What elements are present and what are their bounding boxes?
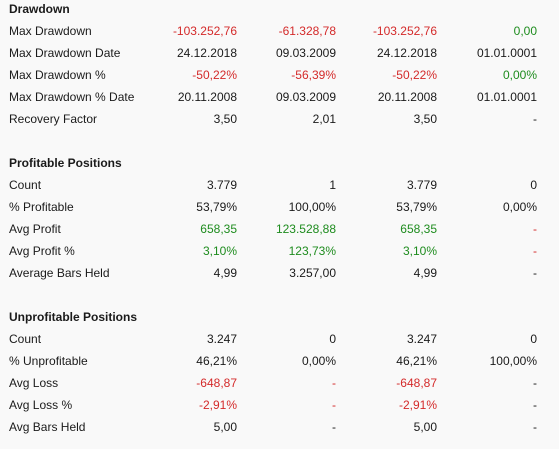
cell-value: 3.257,00 <box>289 266 336 280</box>
row-label: Avg Loss <box>9 376 59 390</box>
cell-value: - <box>533 376 537 390</box>
cell-value: 01.01.0001 <box>476 90 537 104</box>
cell-value: -648,87 <box>396 376 437 390</box>
cell-value: 100,00% <box>288 200 336 214</box>
cell-value: 123,73% <box>288 244 336 258</box>
section-title: Unprofitable Positions <box>9 310 138 324</box>
cell-value: 53,79% <box>196 200 237 214</box>
cell-value: 46,21% <box>396 354 437 368</box>
cell-value: 0,00% <box>301 354 336 368</box>
row-label: % Unprofitable <box>9 354 88 368</box>
cell-value: 3,50 <box>413 112 437 126</box>
cell-value: 0 <box>530 178 537 192</box>
cell-value: 09.03.2009 <box>275 46 336 60</box>
cell-value: 4,99 <box>413 266 437 280</box>
cell-value: 0,00% <box>502 200 537 214</box>
row-label: Avg Bars Held <box>9 420 86 434</box>
cell-value: -103.252,76 <box>372 24 437 38</box>
section-title: Drawdown <box>9 2 70 16</box>
row-label: Recovery Factor <box>9 112 98 126</box>
cell-value: -2,91% <box>198 398 237 412</box>
row-label: Avg Profit % <box>9 244 75 258</box>
cell-value: 5,00 <box>213 420 237 434</box>
cell-value: 4,99 <box>213 266 237 280</box>
cell-value: 46,21% <box>196 354 237 368</box>
cell-value: 3.779 <box>206 178 237 192</box>
cell-value: 2,01 <box>312 112 336 126</box>
row-label: Avg Profit <box>9 222 61 236</box>
row-label: Max Drawdown % Date <box>9 90 135 104</box>
cell-value: 20.11.2008 <box>177 90 237 104</box>
cell-value: - <box>332 420 336 434</box>
cell-value: - <box>332 398 336 412</box>
cell-value: 658,35 <box>200 222 237 236</box>
cell-value: 3,10% <box>202 244 237 258</box>
cell-value: -50,22% <box>192 68 237 82</box>
cell-value: 658,35 <box>400 222 437 236</box>
row-label: Avg Loss % <box>9 398 73 412</box>
cell-value: 20.11.2008 <box>377 90 437 104</box>
cell-value: 53,79% <box>396 200 437 214</box>
cell-value: 0 <box>329 332 336 346</box>
cell-value: -648,87 <box>196 376 237 390</box>
cell-value: 3,10% <box>402 244 437 258</box>
cell-value: 3.247 <box>406 332 437 346</box>
cell-value: 01.01.0001 <box>476 46 537 60</box>
cell-value: 100,00% <box>489 354 537 368</box>
cell-value: 0 <box>530 332 537 346</box>
cell-value: - <box>533 112 537 126</box>
cell-value: - <box>533 244 537 258</box>
row-label: Count <box>9 178 42 192</box>
cell-value: - <box>533 222 537 236</box>
cell-value: 5,00 <box>413 420 437 434</box>
cell-value: 0,00 <box>513 24 537 38</box>
cell-value: 3,50 <box>213 112 237 126</box>
row-label: Max Drawdown Date <box>9 46 121 60</box>
cell-value: -61.328,78 <box>278 24 336 38</box>
cell-value: 0,00% <box>502 68 537 82</box>
cell-value: -50,22% <box>392 68 437 82</box>
cell-value: - <box>533 398 537 412</box>
cell-value: 24.12.2018 <box>176 46 237 60</box>
row-label: Max Drawdown % <box>9 68 106 82</box>
cell-value: 1 <box>329 178 336 192</box>
cell-value: 24.12.2018 <box>376 46 437 60</box>
cell-value: 3.247 <box>206 332 237 346</box>
section-title: Profitable Positions <box>9 156 122 170</box>
row-label: Count <box>9 332 42 346</box>
cell-value: 123.528,88 <box>275 222 336 236</box>
cell-value: 3.779 <box>406 178 437 192</box>
cell-value: -103.252,76 <box>172 24 237 38</box>
row-label: Max Drawdown <box>9 24 92 38</box>
cell-value: -2,91% <box>398 398 437 412</box>
cell-value: - <box>332 376 336 390</box>
cell-value: -56,39% <box>291 68 336 82</box>
row-label: % Profitable <box>9 200 74 214</box>
row-label: Average Bars Held <box>9 266 110 280</box>
cell-value: - <box>533 420 537 434</box>
cell-value: 09.03.2009 <box>275 90 336 104</box>
cell-value: - <box>533 266 537 280</box>
